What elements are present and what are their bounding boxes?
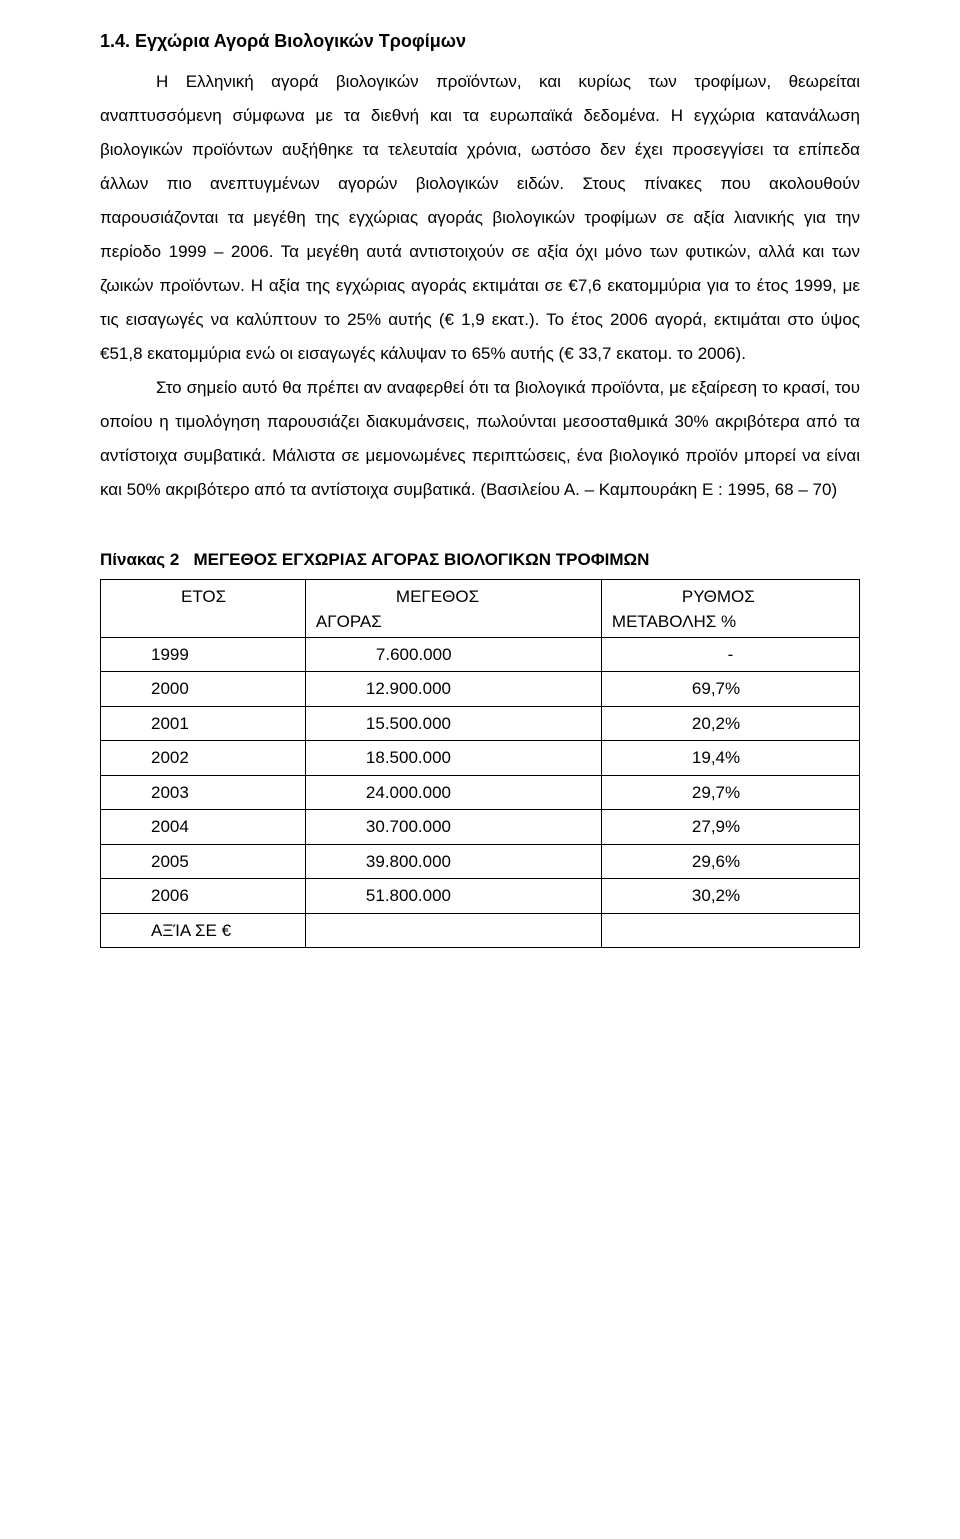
table-row: 2006 51.800.000 30,2% <box>101 879 860 914</box>
table-row: 1999 7.600.000 - <box>101 637 860 672</box>
header-rate-line2: ΜΕΤΑΒΟΛΗΣ % <box>612 609 849 635</box>
spacer <box>100 507 860 547</box>
header-size-line1: ΜΕΓΕΘΟΣ <box>316 584 591 610</box>
cell-year: 2002 <box>101 741 306 776</box>
paragraph-1: Η Ελληνική αγορά βιολογικών προϊόντων, κ… <box>100 65 860 371</box>
cell-size: 15.500.000 <box>305 706 601 741</box>
cell-rate: 20,2% <box>601 706 859 741</box>
table-row: 2000 12.900.000 69,7% <box>101 672 860 707</box>
footer-empty-1 <box>305 913 601 948</box>
cell-year: 1999 <box>101 637 306 672</box>
header-size: ΜΕΓΕΘΟΣ ΑΓΟΡΑΣ <box>305 579 601 637</box>
cell-size: 39.800.000 <box>305 844 601 879</box>
table-title: Πίνακας 2 ΜΕΓΕΘΟΣ ΕΓΧΩΡΙΑΣ ΑΓΟΡΑΣ ΒΙΟΛΟΓ… <box>100 547 860 573</box>
table-row: 2002 18.500.000 19,4% <box>101 741 860 776</box>
table-row: 2001 15.500.000 20,2% <box>101 706 860 741</box>
table-title-text: ΜΕΓΕΘΟΣ ΕΓΧΩΡΙΑΣ ΑΓΟΡΑΣ ΒΙΟΛΟΓΙΚΩΝ ΤΡΟΦΙ… <box>193 550 649 569</box>
cell-year: 2005 <box>101 844 306 879</box>
cell-rate: - <box>601 637 859 672</box>
header-size-line2: ΑΓΟΡΑΣ <box>316 609 591 635</box>
header-rate: ΡΥΘΜΟΣ ΜΕΤΑΒΟΛΗΣ % <box>601 579 859 637</box>
table-title-prefix: Πίνακας 2 <box>100 550 179 569</box>
market-size-table: ΕΤΟΣ ΜΕΓΕΘΟΣ ΑΓΟΡΑΣ ΡΥΘΜΟΣ ΜΕΤΑΒΟΛΗΣ % 1… <box>100 579 860 949</box>
section-heading: 1.4. Εγχώρια Αγορά Βιολογικών Τροφίμων <box>100 28 860 55</box>
cell-year: 2006 <box>101 879 306 914</box>
cell-size: 18.500.000 <box>305 741 601 776</box>
cell-size: 24.000.000 <box>305 775 601 810</box>
cell-rate: 29,6% <box>601 844 859 879</box>
footer-empty-2 <box>601 913 859 948</box>
cell-size: 12.900.000 <box>305 672 601 707</box>
header-year-label: ΕΤΟΣ <box>111 584 295 610</box>
table-row: 2003 24.000.000 29,7% <box>101 775 860 810</box>
cell-size: 30.700.000 <box>305 810 601 845</box>
cell-year: 2001 <box>101 706 306 741</box>
cell-rate: 30,2% <box>601 879 859 914</box>
paragraph-2: Στο σημείο αυτό θα πρέπει αν αναφερθεί ό… <box>100 371 860 507</box>
header-rate-line1: ΡΥΘΜΟΣ <box>612 584 849 610</box>
cell-year: 2003 <box>101 775 306 810</box>
cell-size: 51.800.000 <box>305 879 601 914</box>
cell-year: 2004 <box>101 810 306 845</box>
cell-rate: 69,7% <box>601 672 859 707</box>
table-row: 2004 30.700.000 27,9% <box>101 810 860 845</box>
header-year: ΕΤΟΣ <box>101 579 306 637</box>
cell-size: 7.600.000 <box>305 637 601 672</box>
cell-year: 2000 <box>101 672 306 707</box>
table-header-row: ΕΤΟΣ ΜΕΓΕΘΟΣ ΑΓΟΡΑΣ ΡΥΘΜΟΣ ΜΕΤΑΒΟΛΗΣ % <box>101 579 860 637</box>
table-footer-row: ΑΞΊΑ ΣΕ € <box>101 913 860 948</box>
cell-rate: 27,9% <box>601 810 859 845</box>
cell-rate: 29,7% <box>601 775 859 810</box>
table-row: 2005 39.800.000 29,6% <box>101 844 860 879</box>
cell-rate: 19,4% <box>601 741 859 776</box>
footer-label: ΑΞΊΑ ΣΕ € <box>101 913 306 948</box>
